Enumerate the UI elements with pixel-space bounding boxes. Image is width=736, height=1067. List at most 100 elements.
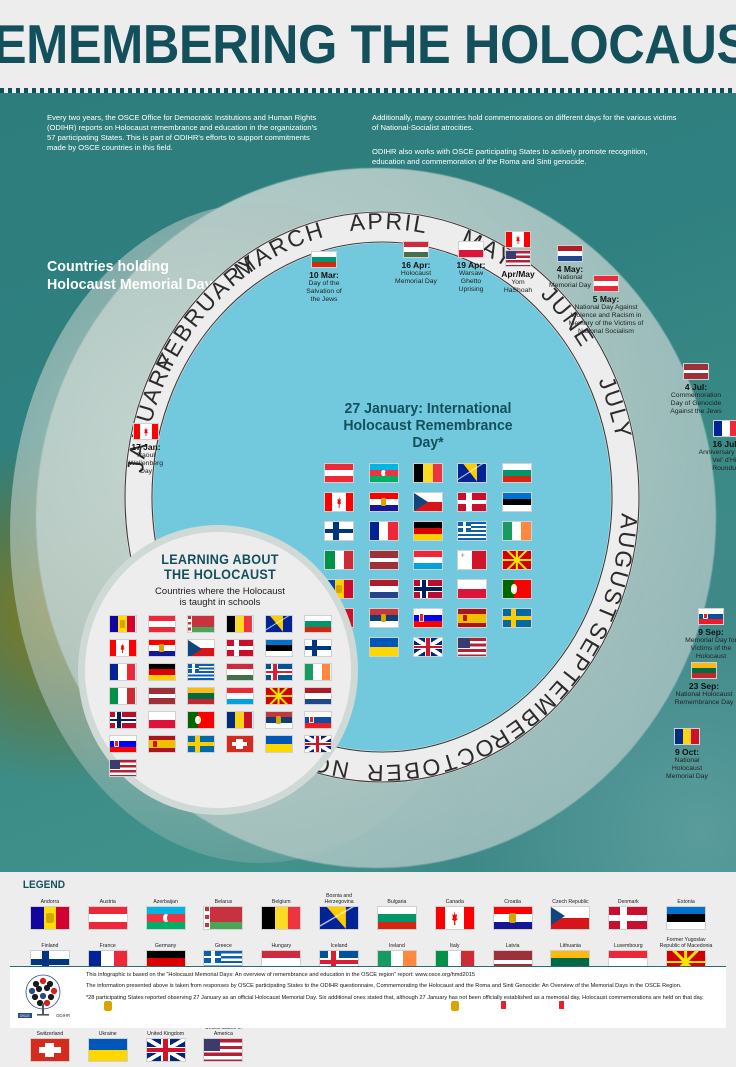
footer-line-1: This infographic is based on the “Holoca… — [86, 972, 475, 978]
legend: LEGEND Andorra Austria Azerbaijan Belarus Be… — [10, 876, 726, 1062]
flag-icon — [264, 639, 293, 657]
flag-icon — [412, 463, 443, 483]
callout-description: Anniversary of the Vel' d'Hiv Roundup — [698, 449, 736, 472]
flag-icon — [29, 1038, 70, 1062]
odihr-logo: OSCE ODIHR — [16, 972, 78, 1023]
flag-icon — [368, 463, 399, 483]
flag-icon — [501, 550, 532, 570]
flag-icon — [147, 687, 176, 705]
callout-apr16: 16 Apr: Holocaust Memorial Day — [370, 241, 462, 286]
flag-icon — [264, 615, 293, 633]
legend-item-label: Luxembourg — [613, 943, 643, 949]
legend-item-label: Belgium — [271, 899, 291, 905]
legend-item-label: France — [99, 943, 116, 949]
flag-icon — [683, 363, 709, 380]
callout-description: Memorial Day for Victims of the Holocaus… — [685, 637, 736, 660]
flag-icon — [368, 550, 399, 570]
callout-description: Day of the Salvation of the Jews — [306, 280, 342, 303]
flag-icon — [147, 615, 176, 633]
flag-icon — [505, 250, 531, 267]
flag-icon — [29, 906, 70, 930]
flag-icon — [186, 615, 215, 633]
legend-item: Bulgaria — [369, 892, 425, 935]
flag-icon — [225, 735, 254, 753]
legend-item-label: Former Yugoslav Republic of Macedonia — [659, 937, 713, 949]
legend-item: Switzerland — [22, 1024, 78, 1067]
flag-icon — [492, 906, 533, 930]
flag-icon — [501, 579, 532, 599]
legend-item: Belarus — [195, 892, 251, 935]
legend-item: Andorra — [22, 892, 78, 935]
svg-text:OSCE: OSCE — [20, 1014, 31, 1018]
flag-icon — [303, 687, 332, 705]
legend-title: LEGEND — [22, 879, 66, 891]
flag-icon — [311, 251, 337, 268]
jan27-title: 27 January: International Holocaust Reme… — [343, 400, 513, 451]
flag-icon — [186, 663, 215, 681]
footer: OSCE ODIHR This infographic is based on … — [10, 966, 726, 1028]
callout-description: Holocaust Memorial Day — [395, 270, 437, 285]
callout-date: 5 May: — [592, 294, 620, 304]
callout-flags — [650, 363, 736, 380]
flag-icon — [412, 521, 443, 541]
flag-icon — [108, 759, 137, 777]
legend-item: Azerbaijan — [138, 892, 194, 935]
flag-icon — [412, 550, 443, 570]
legend-item-label: Germany — [154, 943, 177, 949]
callout-description: Raoul Wallenberg Day — [128, 452, 164, 475]
flag-icon — [608, 906, 649, 930]
callout-date: 19 Apr: — [456, 260, 486, 270]
flag-icon — [108, 735, 137, 753]
footer-line-3: *28 participating States reported observ… — [86, 994, 704, 1001]
legend-item: United Kingdom — [138, 1024, 194, 1067]
flag-icon — [457, 521, 488, 541]
flag-icon — [368, 637, 399, 657]
flag-icon — [557, 245, 583, 262]
footer-line-2: The information presented above is taken… — [86, 983, 682, 990]
learning-subtitle: Countries where the Holocaust is taught … — [155, 586, 285, 608]
legend-item-label: Greece — [214, 943, 232, 949]
flag-icon — [324, 521, 355, 541]
page-title: REMEMBERING THE HOLOCAUST — [0, 13, 736, 75]
legend-item-label: Czech Republic — [552, 899, 589, 905]
callout-jan17: 17 Jan: Raoul Wallenberg Day — [100, 423, 192, 476]
flag-icon — [368, 521, 399, 541]
callout-flags — [641, 728, 733, 745]
callout-jul4: 4 Jul: Commemoration Day of Genocide Agai… — [650, 363, 736, 416]
legend-item-label: Hungary — [271, 943, 292, 949]
callout-flags — [370, 241, 462, 258]
flag-icon — [303, 711, 332, 729]
flag-icon — [368, 579, 399, 599]
flag-icon — [264, 711, 293, 729]
flag-icon — [434, 906, 475, 930]
callout-flags — [278, 251, 370, 268]
callout-description: National Day Against Violence and Racism… — [568, 304, 644, 335]
legend-item: Czech Republic — [542, 892, 598, 935]
flag-icon — [108, 687, 137, 705]
legend-item-label: Andorra — [40, 899, 60, 905]
flag-icon — [186, 687, 215, 705]
callout-oct9: 9 Oct: National Holocaust Memorial Day — [641, 728, 733, 781]
svg-text:ODIHR: ODIHR — [56, 1013, 70, 1018]
callout-date: 4 Jul: — [684, 382, 708, 392]
intro-column-2a: Additionally, many countries hold commem… — [372, 113, 677, 132]
callout-flags — [560, 275, 652, 292]
flag-icon — [147, 735, 176, 753]
callout-date: 16 Jul: — [712, 439, 736, 449]
callout-flags — [472, 231, 564, 267]
flag-icon — [412, 637, 443, 657]
callout-flags — [425, 241, 517, 258]
legend-item: Denmark — [600, 892, 656, 935]
flag-icon — [457, 579, 488, 599]
callout-flags — [665, 608, 736, 625]
legend-item-label: Bulgaria — [387, 899, 407, 905]
legend-item-label: Belarus — [214, 899, 233, 905]
flag-icon — [368, 492, 399, 512]
callout-flags — [680, 420, 736, 437]
flag-icon — [225, 711, 254, 729]
flag-icon — [264, 663, 293, 681]
flag-icon — [457, 492, 488, 512]
flag-icon — [593, 275, 619, 292]
callout-sep9: 9 Sep: Memorial Day for Victims of the Ho… — [665, 608, 736, 661]
legend-item-label: Bosnia and Herzegovina — [324, 893, 354, 905]
